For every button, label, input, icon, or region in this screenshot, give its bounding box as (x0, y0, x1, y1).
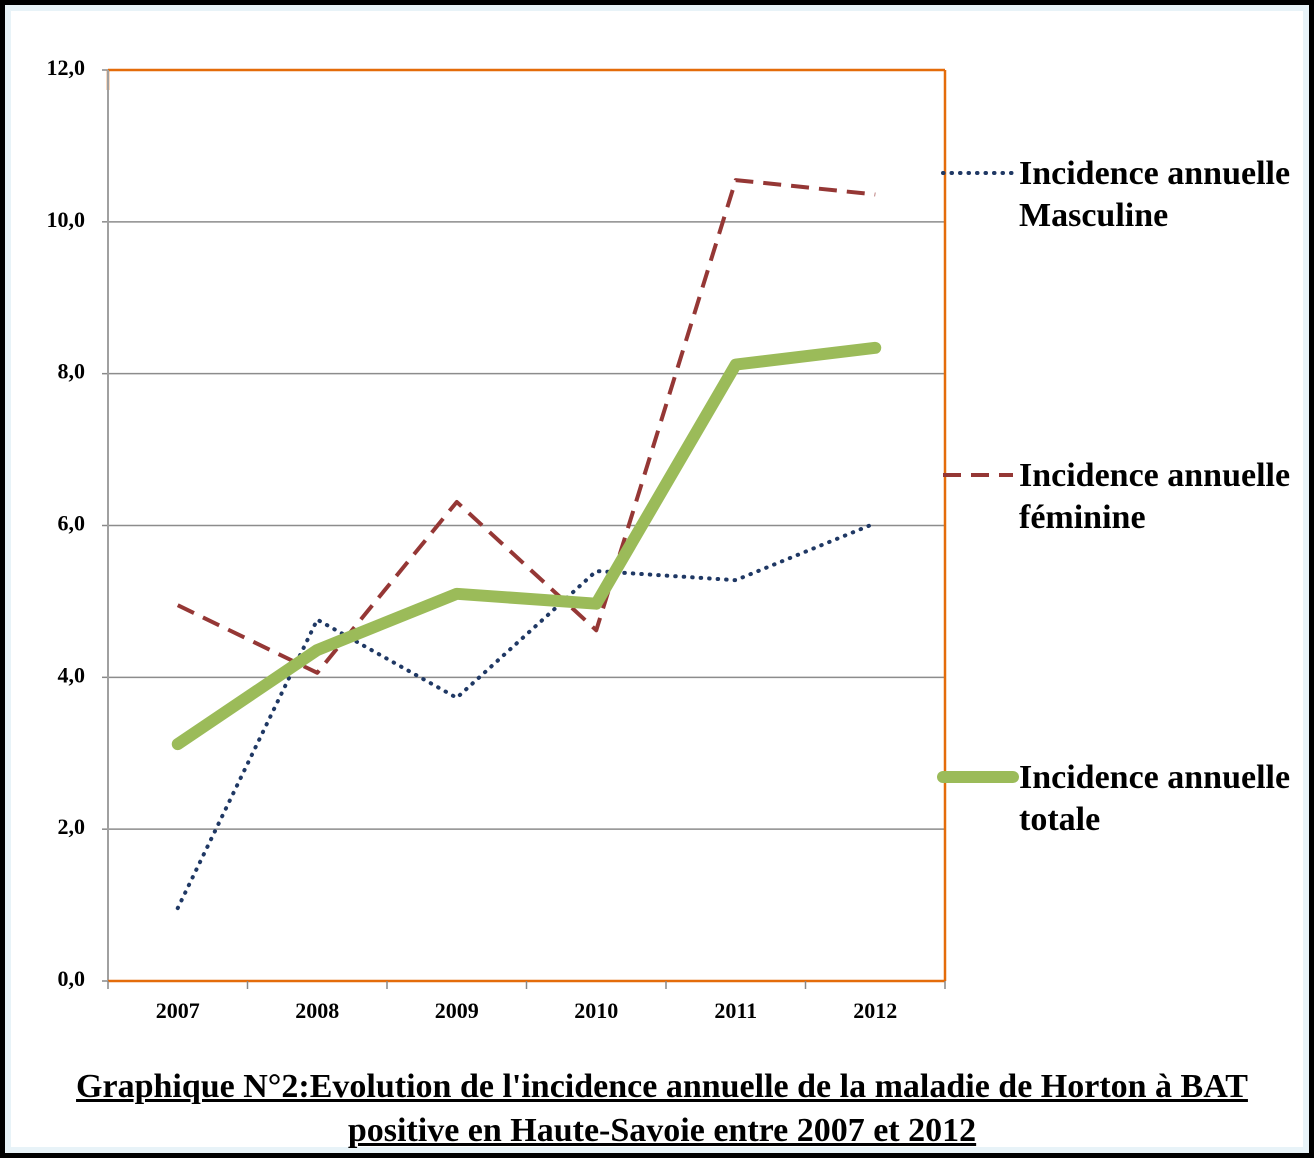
x-tick-label: 2009 (435, 998, 479, 1023)
x-tick-label: 2007 (156, 998, 200, 1023)
y-tick-label: 12,0 (47, 55, 86, 80)
legend-label: Incidence annuelle totale (1019, 759, 1291, 838)
y-tick-label: 0,0 (58, 966, 86, 991)
data-line (171, 341, 882, 751)
y-tick-label: 2,0 (58, 814, 86, 839)
data-line (175, 521, 878, 911)
x-tick-label: 2012 (853, 998, 897, 1023)
y-tick-label: 4,0 (58, 662, 86, 687)
y-tick-label: 10,0 (47, 207, 86, 232)
x-tick-label: 2011 (714, 998, 757, 1023)
legend-label: Incidence annuelle Masculine (1019, 155, 1291, 234)
chart: 0,0 2,0 4,0 6,0 8,0 10,0 12,0 2007 2008 2009 2010 2… (47, 55, 1019, 1023)
legend-label: Incidence annuelle féminine (1019, 457, 1291, 536)
x-tick-label: 2010 (574, 998, 618, 1023)
chart-title: Graphique N°2:Evolution de l'incidence a… (76, 1068, 1248, 1149)
y-tick-label: 8,0 (58, 359, 86, 384)
y-tick-label: 6,0 (58, 511, 86, 536)
x-tick-label: 2008 (295, 998, 339, 1023)
